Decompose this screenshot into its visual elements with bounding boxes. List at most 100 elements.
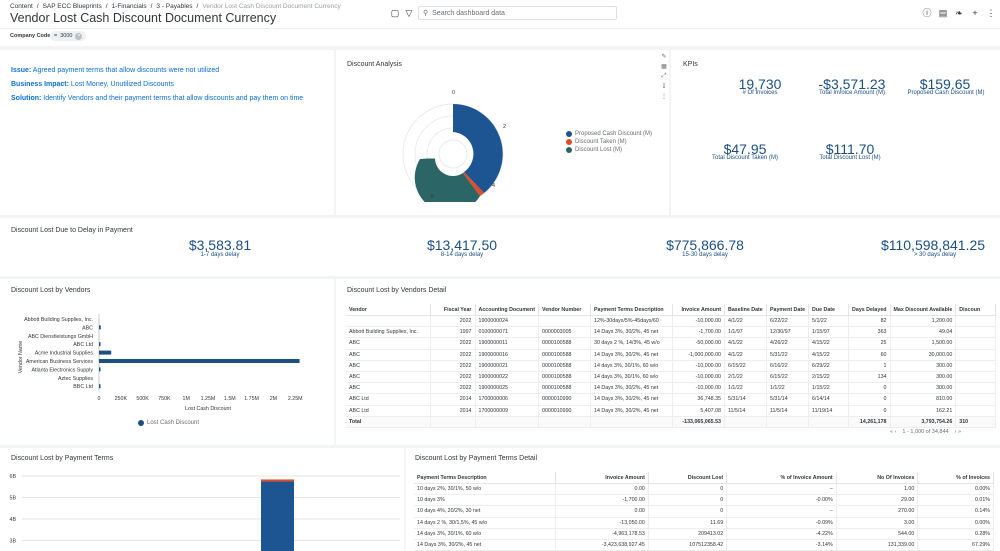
table-row[interactable]: 14 days 3%, 30/1%, 60 w/o -4,963,178.53 20… xyxy=(414,528,994,540)
table-row[interactable]: Abbott Building Supplies, Inc. 1997 010000… xyxy=(346,326,997,339)
expand-icon[interactable]: ⤢ xyxy=(661,73,667,79)
vendor-bar xyxy=(99,384,101,389)
vendors-legend[interactable]: Lost Cash Discount xyxy=(138,420,199,426)
column-header[interactable]: Discoun xyxy=(955,304,997,316)
breadcrumb-item[interactable]: 1-Financials xyxy=(111,3,147,10)
column-header[interactable]: % of Invoice Amount xyxy=(726,472,837,484)
vendors-chart-title: Discount Lost by Vendors xyxy=(11,287,91,294)
column-header[interactable]: Days Delayed xyxy=(848,304,891,316)
table-cell: -10,000.00 xyxy=(672,382,725,395)
delay-label: 8-14 days delay xyxy=(440,252,484,258)
column-header[interactable]: Fiscal Year xyxy=(430,304,476,316)
column-header[interactable]: Discount Lost xyxy=(648,472,728,484)
column-header[interactable]: Payment Terms Description xyxy=(414,472,557,484)
column-header[interactable]: Vendor xyxy=(346,304,431,316)
table-cell: 30 days 2 %, 14/3%, 45 w/o xyxy=(590,337,673,350)
column-header[interactable]: % of Invoices xyxy=(917,472,994,484)
table-row[interactable]: ABC 2022 1900000021 0000100588 14 days 3%, 3… xyxy=(346,360,997,372)
column-header[interactable]: Vendor Number xyxy=(538,304,591,316)
table-cell: ABC xyxy=(346,360,431,372)
column-header[interactable]: Payment Terms Description xyxy=(590,304,673,316)
table-row[interactable]: 14 days 2 %, 30/1,5%, 45 w/o -13,050.00 11… xyxy=(414,517,994,529)
table-cell: 67.29% xyxy=(917,539,994,551)
table-icon[interactable]: ▦ xyxy=(661,64,667,70)
column-header[interactable]: Due Date xyxy=(808,304,850,316)
y-tick-label: 4B xyxy=(10,517,17,523)
remove-filter-icon[interactable]: × xyxy=(75,32,83,40)
legend-lost[interactable]: Discount Lost (M) xyxy=(566,147,622,153)
discount-analysis-panel xyxy=(336,50,669,215)
table-cell: 300.00 xyxy=(890,382,957,395)
legend-taken[interactable]: Discount Taken (M) xyxy=(566,139,627,145)
table-cell: 49.04 xyxy=(890,326,957,339)
notes-icon[interactable]: ▤ xyxy=(938,8,948,18)
table-cell: 1900000021 xyxy=(475,360,539,372)
search-input[interactable]: ⚲ Search dashboard data xyxy=(418,6,617,20)
prev-page-icon[interactable]: « ‹ xyxy=(890,429,897,435)
table-cell: 11/19/14 xyxy=(808,405,850,417)
table-row[interactable]: 14 Days 3%, 30/2%, 45 net -3,423,638,927.… xyxy=(414,539,994,551)
table-row[interactable]: ABC 2022 1900000022 0000100588 14 days 3%, 3… xyxy=(346,371,997,384)
table-row[interactable]: ABC Ltd 2014 1700000006 0000010990 14 Days 3… xyxy=(346,393,997,406)
add-icon[interactable]: + xyxy=(972,8,978,18)
column-header[interactable]: Baseline Date xyxy=(724,304,767,316)
download-icon[interactable]: ↧ xyxy=(661,84,667,90)
table-cell: 363 xyxy=(848,326,891,339)
issue-line: Issue: Agreed payment terms that allow d… xyxy=(11,67,220,74)
terms-detail-table-wrap[interactable]: Payment Terms Description Invoice Amount D… xyxy=(414,472,994,551)
category-label: American Business Services xyxy=(26,359,93,365)
table-cell: 1900000016 xyxy=(475,349,539,361)
total-cell: -133,065,065.53 xyxy=(672,416,725,428)
column-header[interactable]: Max Discount Available xyxy=(890,304,957,316)
table-row[interactable]: 10 days 3% -1,700.00 0 -0.00% 29.00 0.01% xyxy=(414,494,994,507)
table-row[interactable]: ABC Ltd 2014 1700000009 0000010990 14 Days 3… xyxy=(346,405,997,417)
table-cell: 82 xyxy=(848,315,891,328)
table-cell: 1900000022 xyxy=(475,371,539,384)
table-row[interactable]: 2022 1900000024 12%-30days/5%-45days/60 -10… xyxy=(346,315,997,328)
table-cell: 0000010990 xyxy=(538,393,591,406)
table-cell: 1900000011 xyxy=(475,337,539,350)
widget-toolbar: ✎ ▦ ⤢ ↧ ⋮ xyxy=(659,53,669,100)
more-icon[interactable]: ⋮ xyxy=(986,8,996,18)
table-row[interactable]: 10 days 4%, 20/2%, 30 net 0.00 0–270.00 0.1… xyxy=(414,505,994,518)
table-cell: 4/15/22 xyxy=(808,337,850,350)
vendors-detail-table: Vendor Fiscal Year Accounting Document Vend… xyxy=(346,304,997,428)
discount-analysis-title: Discount Analysis xyxy=(347,61,402,68)
more-vertical-icon[interactable]: ⋮ xyxy=(661,94,667,100)
share-icon[interactable]: ❧ xyxy=(955,8,963,18)
column-header[interactable]: Accounting Document xyxy=(475,304,539,316)
bookmark-icon[interactable]: ▢ xyxy=(390,8,400,18)
table-cell: -1,700.00 xyxy=(555,494,649,507)
filter-chip[interactable]: = 3000 × xyxy=(50,31,87,41)
table-cell xyxy=(955,349,997,361)
next-page-icon[interactable]: › » xyxy=(954,429,962,435)
delay-label: 1-7 days delay xyxy=(200,252,240,258)
legend-proposed[interactable]: Proposed Cash Discount (M) xyxy=(566,131,652,137)
table-cell: 2/1/22 xyxy=(724,371,767,384)
breadcrumb-item[interactable]: Content xyxy=(10,3,33,10)
solution-line: Solution: Identify Vendors and their pay… xyxy=(11,95,304,102)
table-cell: 14 days 3%, 30/1%, 60 w/o xyxy=(414,528,557,540)
table-cell: -1,000,000.00 xyxy=(672,349,725,361)
column-header[interactable]: Invoice Amount xyxy=(672,304,725,316)
table-cell: 0.28% xyxy=(917,528,994,540)
breadcrumb-item[interactable]: SAP ECC Blueprints xyxy=(42,3,102,10)
table-row[interactable]: ABC 2022 1900000025 0000100588 14 Days 3%, 3… xyxy=(346,382,997,395)
table-row[interactable]: ABC 2022 1900000016 0000100588 14 Days 3%, 3… xyxy=(346,349,997,361)
column-header[interactable]: Payment Date xyxy=(766,304,810,316)
edit-icon[interactable]: ✎ xyxy=(661,54,667,60)
table-row[interactable]: ABC 2022 1900000011 0000100588 30 days 2 %, … xyxy=(346,337,997,350)
category-label: Aztec Supplies xyxy=(58,376,93,382)
breadcrumb-item[interactable]: 3 - Payables xyxy=(156,3,193,10)
vendors-detail-table-wrap[interactable]: Vendor Fiscal Year Accounting Document Vend… xyxy=(346,304,1000,428)
table-row[interactable]: 10 days 2%, 30/1%, 50 w/o 0.00 0–1.00 0.00% xyxy=(414,483,994,496)
delay-label: 15-30 days delay xyxy=(682,252,728,258)
table-cell: 14 days 2 %, 30/1,5%, 45 w/o xyxy=(414,517,557,529)
column-header[interactable]: No Of Invoices xyxy=(836,472,919,484)
table-cell: 0100000071 xyxy=(475,326,539,339)
column-header[interactable]: Invoice Amount xyxy=(555,472,649,484)
filter-icon[interactable]: ▽ xyxy=(405,8,413,18)
table-cell: 14 Days 3%, 30/2%, 45 net xyxy=(590,349,673,361)
table-cell: 0000003005 xyxy=(538,326,591,339)
info-icon[interactable]: ⓘ xyxy=(922,8,932,18)
